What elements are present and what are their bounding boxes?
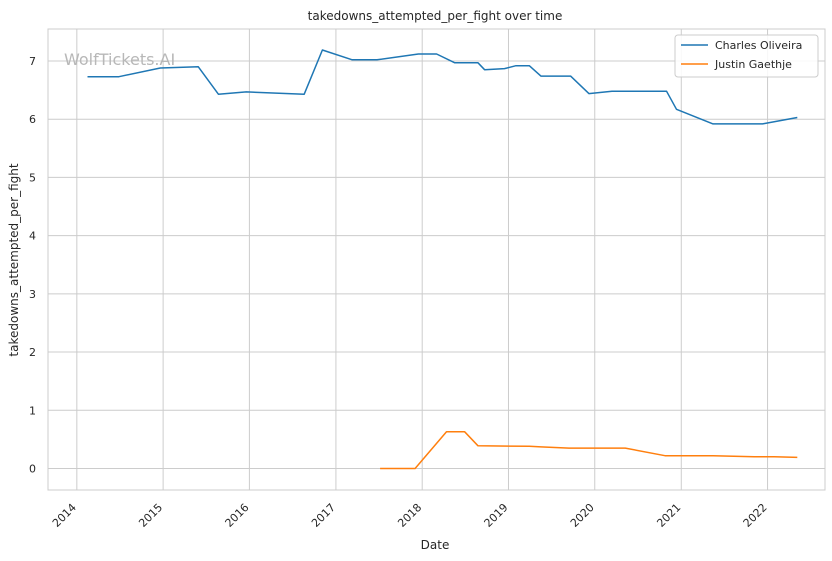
y-tick-label: 2 — [29, 346, 36, 359]
legend-label-2: Justin Gaethje — [714, 58, 792, 71]
legend: Charles Oliveira Justin Gaethje — [674, 34, 819, 78]
x-tick-label: 2021 — [654, 501, 683, 530]
y-tick-label: 7 — [29, 55, 36, 68]
x-tick-label: 2016 — [223, 501, 252, 530]
tick-labels: 0 1 2 3 4 5 6 7 2014 2015 2016 2017 2018 2019 2020 2021… — [29, 55, 770, 530]
y-tick-label: 4 — [29, 230, 36, 243]
x-tick-label: 2017 — [309, 501, 338, 530]
y-tick-label: 6 — [29, 113, 36, 126]
legend-box — [674, 34, 819, 78]
x-tick-label: 2020 — [568, 501, 597, 530]
x-tick-label: 2018 — [395, 501, 424, 530]
plot-area-frame — [47, 28, 826, 491]
y-tick-label: 0 — [29, 462, 36, 475]
series-line-1 — [87, 49, 798, 125]
legend-label-1: Charles Oliveira — [715, 39, 802, 52]
x-tick-label: 2014 — [50, 501, 79, 530]
grid — [48, 29, 825, 490]
x-tick-label: 2015 — [136, 501, 165, 530]
x-tick-label: 2022 — [741, 501, 770, 530]
chart-title: takedowns_attempted_per_fight over time — [308, 9, 563, 23]
watermark: WolfTickets.AI — [64, 50, 175, 69]
series-line-2 — [380, 431, 798, 470]
y-tick-label: 3 — [29, 288, 36, 301]
y-tick-label: 1 — [29, 404, 36, 417]
x-axis-label: Date — [421, 538, 450, 552]
series-lines — [87, 49, 798, 470]
y-tick-label: 5 — [29, 171, 36, 184]
y-axis-label: takedowns_attempted_per_fight — [7, 163, 21, 356]
x-tick-label: 2019 — [482, 501, 511, 530]
